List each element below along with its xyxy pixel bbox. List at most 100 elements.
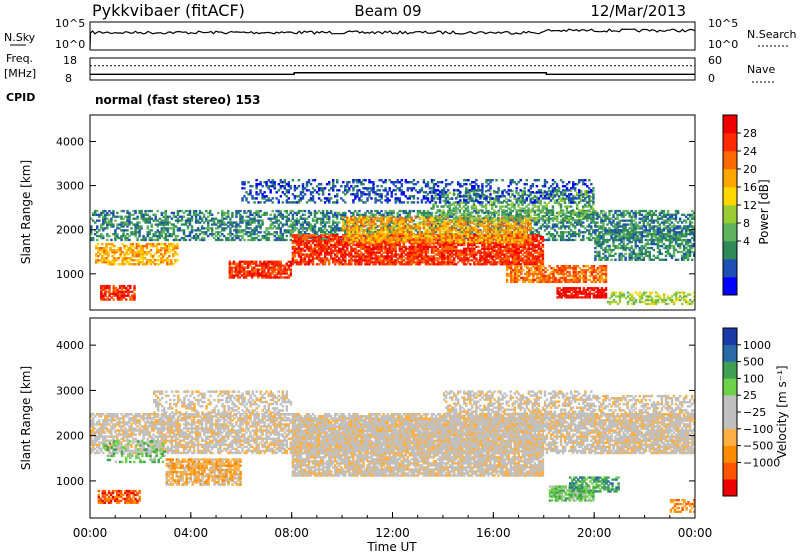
- data-cell: [428, 255, 432, 258]
- data-cell: [328, 225, 331, 228]
- data-cell: [620, 215, 623, 218]
- data-cell: [332, 236, 335, 239]
- data-cell: [313, 211, 317, 215]
- data-cell: [172, 244, 175, 248]
- data-cell: [269, 276, 272, 279]
- data-cell: [293, 236, 297, 239]
- data-cell: [271, 272, 274, 275]
- data-cell: [471, 231, 474, 234]
- data-cell: [420, 255, 424, 258]
- data-cell: [473, 236, 476, 239]
- data-cell: [271, 223, 274, 226]
- data-cell: [112, 286, 115, 290]
- data-cell: [338, 227, 341, 230]
- data-cell: [473, 253, 476, 256]
- data-cell: [578, 223, 581, 226]
- data-cell: [497, 227, 500, 230]
- data-cell: [249, 272, 252, 275]
- data-cell: [352, 234, 355, 238]
- data-cell: [678, 219, 682, 222]
- data-cell: [404, 257, 408, 260]
- data-cell: [309, 225, 313, 228]
- data-cell: [119, 249, 122, 252]
- data-cell: [291, 255, 295, 258]
- data-cell: [570, 234, 573, 238]
- data-cell: [434, 211, 438, 215]
- data-cell: [608, 211, 611, 215]
- data-cell: [176, 217, 180, 220]
- data-cell: [541, 238, 545, 241]
- data-cell: [236, 268, 240, 271]
- data-cell: [90, 233, 93, 236]
- data-cell: [119, 255, 122, 258]
- data-cell: [108, 286, 111, 290]
- data-cell: [501, 225, 504, 228]
- data-cell: [323, 223, 327, 226]
- data-cell: [113, 244, 116, 248]
- data-cell: [424, 211, 428, 215]
- data-cell: [311, 225, 315, 228]
- data-cell: [164, 244, 167, 248]
- data-cell: [499, 263, 502, 266]
- data-cell: [188, 209, 192, 213]
- data-cell: [98, 213, 101, 217]
- data-cell: [428, 227, 432, 230]
- data-cell: [293, 245, 297, 249]
- data-cell: [392, 259, 395, 262]
- data-cell: [400, 234, 404, 237]
- data-cell: [319, 211, 323, 215]
- data-cell: [451, 225, 454, 228]
- data-cell: [176, 244, 179, 248]
- data-cell: [495, 263, 498, 266]
- data-cell: [559, 227, 563, 230]
- data-cell: [267, 272, 270, 275]
- data-cell: [246, 270, 250, 273]
- data-cell: [660, 209, 664, 213]
- data-cell: [521, 247, 525, 250]
- data-cell: [142, 215, 145, 218]
- data-cell: [519, 259, 522, 262]
- data-cell: [118, 286, 122, 290]
- data-cell: [362, 220, 365, 223]
- data-cell: [537, 241, 541, 245]
- data-cell: [340, 249, 343, 252]
- data-cell: [531, 234, 535, 237]
- data-cell: [311, 263, 315, 266]
- data-cell: [215, 217, 218, 220]
- data-cell: [232, 262, 236, 265]
- data-cell: [153, 253, 157, 256]
- data-cell: [586, 236, 589, 240]
- data-cell: [303, 243, 307, 247]
- data-cell: [465, 251, 468, 254]
- data-cell: [515, 243, 518, 247]
- data-cell: [416, 249, 420, 252]
- data-cell: [297, 229, 301, 232]
- data-cell: [340, 251, 343, 254]
- data-cell: [321, 263, 325, 266]
- data-cell: [338, 238, 341, 241]
- data-cell: [610, 233, 613, 236]
- data-cell: [553, 225, 557, 228]
- data-cell: [152, 234, 155, 238]
- data-cell: [378, 236, 381, 240]
- data-cell: [453, 247, 456, 250]
- data-cell: [356, 228, 359, 232]
- data-cell: [658, 233, 662, 236]
- data-cell: [364, 255, 367, 258]
- data-cell: [680, 221, 684, 224]
- data-cell: [95, 247, 98, 250]
- data-cell: [158, 221, 162, 224]
- data-cell: [469, 263, 472, 266]
- data-cell: [273, 225, 276, 228]
- data-cell: [507, 234, 510, 237]
- data-cell: [155, 242, 159, 246]
- data-cell: [406, 251, 410, 254]
- data-cell: [148, 217, 151, 220]
- data-cell: [237, 225, 240, 228]
- data-cell: [151, 261, 155, 264]
- data-cell: [374, 247, 377, 250]
- data-cell: [618, 225, 621, 228]
- data-cell: [537, 227, 541, 230]
- data-cell: [555, 233, 559, 236]
- data-cell: [244, 272, 248, 275]
